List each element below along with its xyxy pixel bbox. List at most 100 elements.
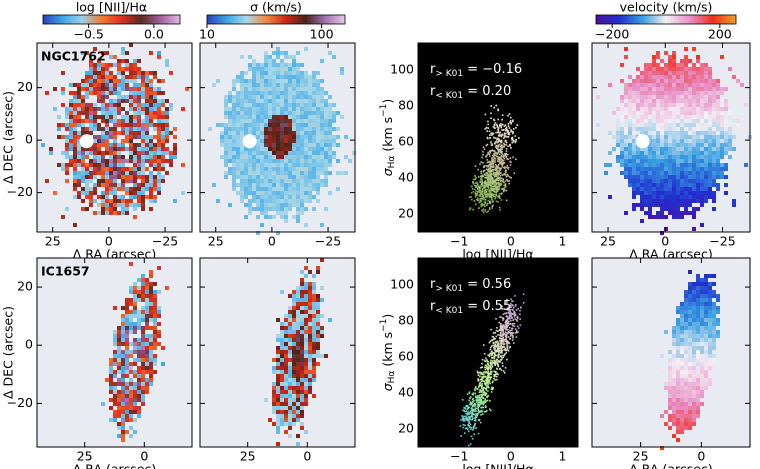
map-pixel: [292, 418, 296, 422]
x-tick-label: 1: [559, 234, 567, 249]
map-pixel: [145, 83, 149, 87]
map-pixel: [236, 159, 240, 163]
scatter-point: [476, 197, 479, 200]
map-pixel: [264, 111, 268, 115]
map-pixel: [616, 119, 620, 123]
map-pixel: [644, 123, 648, 127]
map-pixel: [117, 83, 121, 87]
map-pixel: [300, 179, 304, 183]
map-pixel: [688, 358, 692, 362]
map-pixel: [153, 195, 157, 199]
scatter-point: [504, 132, 506, 135]
map-pixel: [240, 79, 244, 83]
map-pixel: [149, 362, 153, 366]
map-pixel: [149, 378, 153, 382]
map-pixel: [300, 107, 304, 111]
map-pixel: [648, 111, 652, 115]
map-pixel: [85, 151, 89, 155]
map-pixel: [117, 163, 121, 167]
map-pixel: [252, 147, 256, 151]
map-pixel: [684, 346, 688, 350]
map-pixel: [644, 191, 648, 195]
map-pixel: [137, 75, 141, 79]
map-pixel: [232, 175, 236, 179]
map-pixel: [296, 199, 300, 203]
map-pixel: [113, 386, 117, 390]
map-pixel: [149, 298, 153, 302]
map-pixel: [312, 159, 316, 163]
map-pixel: [149, 282, 153, 286]
scatter-point: [492, 125, 495, 128]
map-pixel: [117, 63, 121, 67]
map-pixel: [292, 378, 296, 382]
map-pixel: [692, 354, 696, 358]
map-pixel: [109, 207, 113, 211]
map-pixel: [648, 83, 652, 87]
map-pixel: [276, 203, 280, 207]
map-pixel: [316, 270, 320, 274]
map-pixel: [232, 143, 236, 147]
scatter-point: [497, 129, 500, 132]
map-pixel: [141, 95, 145, 99]
map-pixel: [712, 131, 716, 135]
map-pixel: [272, 103, 276, 107]
map-pixel: [300, 191, 304, 195]
scatter-point: [462, 417, 464, 420]
map-pixel: [145, 370, 149, 374]
map-pixel: [316, 199, 320, 203]
map-pixel: [628, 75, 632, 79]
scatter-point: [496, 187, 498, 189]
map-pixel: [664, 187, 668, 191]
scatter-point: [495, 137, 497, 139]
map-pixel: [280, 350, 284, 354]
map-pixel: [696, 59, 700, 63]
map-pixel: [652, 191, 656, 195]
map-pixel: [688, 386, 692, 390]
scatter-point: [511, 139, 513, 141]
map-pixel: [276, 107, 280, 111]
map-pixel: [308, 75, 312, 79]
map-pixel: [268, 123, 272, 127]
map-pixel: [141, 282, 145, 286]
map-pixel: [93, 135, 97, 139]
map-pixel: [672, 107, 676, 111]
map-pixel: [264, 127, 268, 131]
map-pixel: [121, 422, 125, 426]
map-pixel: [672, 115, 676, 119]
map-pixel: [284, 63, 288, 67]
map-pixel: [81, 167, 85, 171]
map-pixel: [308, 306, 312, 310]
map-pixel: [185, 87, 189, 91]
map-pixel: [97, 95, 101, 99]
map-pixel: [664, 123, 668, 127]
map-pixel: [280, 366, 284, 370]
map-pixel: [680, 366, 684, 370]
map-pixel: [296, 346, 300, 350]
map-pixel: [648, 187, 652, 191]
map-pixel: [165, 135, 169, 139]
map-pixel: [248, 191, 252, 195]
map-pixel: [296, 314, 300, 318]
map-pixel: [640, 219, 644, 223]
map-pixel: [93, 199, 97, 203]
map-pixel: [680, 406, 684, 410]
map-pixel: [117, 358, 121, 362]
map-pixel: [145, 354, 149, 358]
scatter-point: [494, 152, 496, 155]
scatter-point: [501, 328, 503, 331]
scatter-point: [501, 118, 503, 121]
map-pixel: [276, 147, 280, 151]
map-pixel: [113, 370, 117, 374]
map-pixel: [696, 135, 700, 139]
map-pixel: [700, 179, 704, 183]
map-pixel: [296, 115, 300, 119]
map-pixel: [145, 342, 149, 346]
map-pixel: [145, 91, 149, 95]
map-pixel: [704, 63, 708, 67]
map-pixel: [620, 151, 624, 155]
map-pixel: [248, 83, 252, 87]
map-pixel: [676, 195, 680, 199]
map-pixel: [680, 414, 684, 418]
map-pixel: [248, 175, 252, 179]
map-pixel: [121, 211, 125, 215]
